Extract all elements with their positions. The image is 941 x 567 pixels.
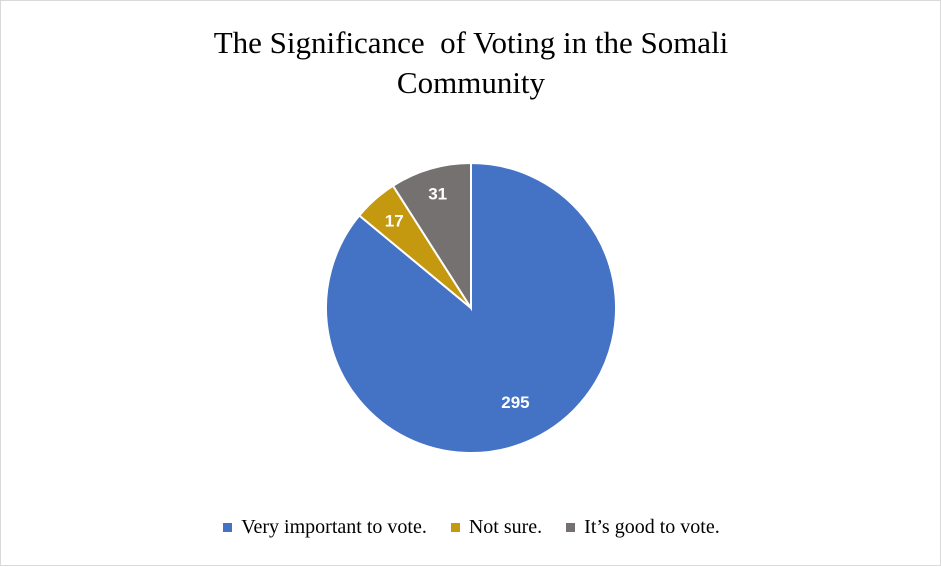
- legend-label-good-to-vote: It’s good to vote.: [584, 516, 720, 538]
- data-label-good-to-vote: 31: [428, 184, 447, 203]
- legend-label-not-sure: Not sure.: [468, 516, 543, 538]
- pie-slice-good-to-vote: [391, 161, 472, 312]
- legend-item-very-important: Very important to vote.: [223, 516, 427, 539]
- chart-title: The Significance of Voting in the Somali…: [121, 23, 821, 103]
- data-label-not-sure: 17: [385, 212, 404, 231]
- legend-swatch-good-to-vote: [566, 523, 576, 532]
- data-label-very-important: 295: [501, 393, 529, 412]
- legend-swatch-not-sure: [450, 523, 460, 532]
- legend-swatch-very-important: [223, 523, 233, 532]
- chart-title-line-2: Community: [396, 65, 546, 100]
- legend-item-good-to-vote: It’s good to vote.: [566, 516, 720, 539]
- legend-item-not-sure: Not sure.: [450, 516, 543, 539]
- legend: Very important to vote. Not sure. It’s g…: [1, 516, 941, 539]
- chart-title-line-1: The Significance of Voting in the Somali: [213, 25, 729, 60]
- legend-label-very-important: Very important to vote.: [241, 516, 427, 538]
